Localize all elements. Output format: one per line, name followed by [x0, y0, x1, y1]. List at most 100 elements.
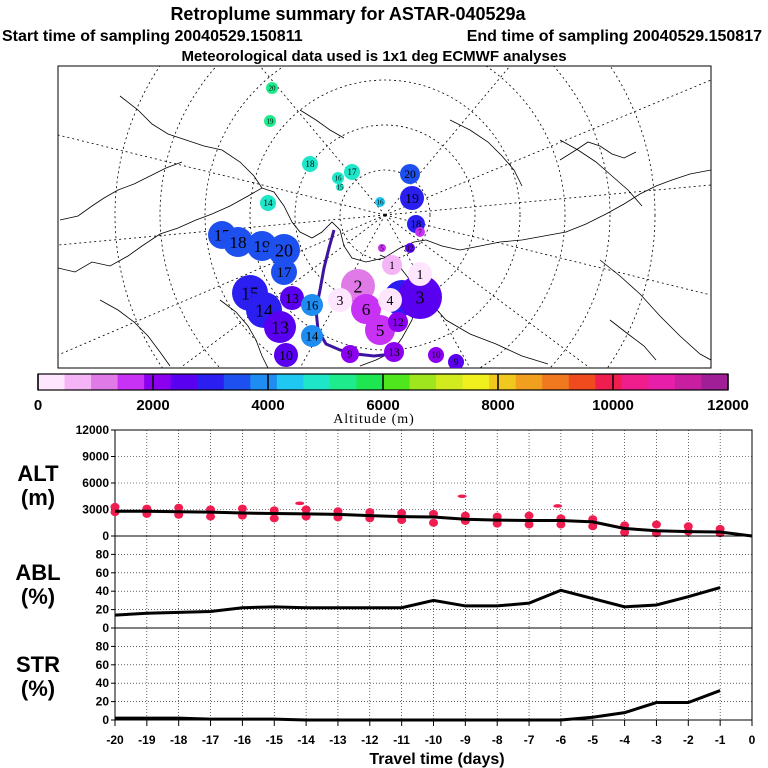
page-title: Retroplume summary for ASTAR-040529a [170, 4, 526, 24]
x-tick-label: -13 [329, 733, 347, 747]
x-tick-label: -2 [683, 733, 694, 747]
map-plume-circle [301, 325, 323, 347]
map-plume-circle [332, 172, 344, 184]
y-tick-label: 80 [96, 547, 110, 561]
y-tick-label: 40 [96, 676, 110, 690]
map-circle-label: 9 [454, 357, 459, 367]
x-tick-label: -9 [460, 733, 471, 747]
map-circle-label: 16 [377, 198, 385, 206]
colorbar-cell [276, 374, 304, 390]
colorbar-tick-label: 0 [34, 397, 42, 414]
map-circle-label: 12 [407, 244, 415, 252]
alt-scatter-point [397, 516, 407, 525]
map-circle-label: 6 [362, 300, 371, 319]
x-tick-label: -19 [138, 733, 156, 747]
alt-scatter-point [295, 501, 305, 506]
colorbar-cell [250, 374, 278, 390]
map-plume-circle [398, 275, 442, 319]
x-tick-label: -18 [170, 733, 188, 747]
panel-ylabel-unit: (m) [21, 485, 55, 510]
map-circle-label: 4 [387, 293, 394, 308]
map-plume-circle [328, 288, 352, 312]
colorbar-cell [648, 374, 676, 390]
map-circle-label: 16 [335, 174, 343, 182]
y-tick-label: 20 [96, 603, 110, 617]
map-plume-circle [341, 345, 359, 363]
colorbar-cell [38, 374, 66, 390]
colorbar-tick-label: 6000 [366, 397, 399, 414]
x-tick-label: -1 [715, 733, 726, 747]
map-plume-circle [400, 164, 420, 184]
map-plume-circle [428, 347, 444, 363]
map-plume-circle [378, 244, 386, 252]
x-tick-label: -16 [234, 733, 252, 747]
map-circle-label: 1 [417, 267, 424, 282]
colorbar-cell [356, 374, 384, 390]
x-tick-label: -17 [202, 733, 220, 747]
map-plume-circle [264, 115, 276, 127]
panel-ylabel-unit: (%) [21, 584, 55, 609]
map-circle-label: 17 [347, 167, 357, 177]
panel-alt: 0 3000 6000 9000 12000 ALT(m) [17, 423, 753, 543]
x-tick-label: -6 [556, 733, 567, 747]
map-circle-label: 13 [271, 317, 289, 337]
alt-scatter-point [556, 520, 566, 529]
x-axis-label: Travel time (days) [369, 751, 504, 768]
map-circle-label: 17 [277, 265, 292, 281]
y-tick-label: 60 [96, 566, 110, 580]
panel-str: 0 20 40 60 80 STR(%) [16, 627, 753, 727]
alt-scatter-point [524, 511, 534, 520]
map-circle-label: 20 [404, 169, 416, 181]
map-plume-circle [268, 234, 300, 266]
colorbar-cell [515, 374, 543, 390]
alt-scatter-point [269, 514, 279, 523]
map-plume-circle [260, 195, 276, 211]
map-plume-circle [266, 82, 278, 94]
map-circle-label: 13 [388, 347, 400, 359]
map-circle-label: 12 [392, 317, 404, 329]
colorbar-cell [383, 374, 411, 390]
x-tick-label: -12 [361, 733, 379, 747]
x-tick-label: 0 [749, 733, 756, 747]
colorbar-cell [436, 374, 464, 390]
map-circle-label: 5 [380, 244, 384, 252]
colorbar-cell [170, 374, 198, 390]
alt-scatter-point [206, 512, 216, 521]
alt-scatter-point [524, 520, 534, 529]
map-circle-label: 14 [255, 300, 273, 320]
y-tick-label: 80 [96, 639, 110, 653]
colorbar-cell [303, 374, 331, 390]
y-tick-label: 0 [102, 529, 109, 543]
map-circle-label: 15 [337, 183, 345, 191]
map-plume-circle [415, 227, 425, 237]
colorbar-cell [489, 374, 517, 390]
map-circle-label: 10 [431, 350, 441, 360]
alt-scatter-point [492, 519, 502, 528]
map-circle-label: 19 [253, 237, 270, 256]
alt-scatter-point [588, 522, 598, 531]
y-tick-label: 20 [96, 695, 110, 709]
map-plume-circle [365, 315, 395, 345]
x-tick-label: -4 [619, 733, 630, 747]
x-tick-label: -3 [651, 733, 662, 747]
colorbar-cell [117, 374, 145, 390]
colorbar-cell [542, 374, 570, 390]
colorbar-cell [674, 374, 702, 390]
map-plume-circle [408, 262, 432, 286]
map-circle-label: 14 [263, 198, 273, 208]
map-plume-circle [448, 354, 464, 368]
map-circle-label: 14 [306, 329, 319, 343]
map-plume-circle [336, 183, 344, 191]
panel-abl: 0 20 40 60 80 ABL(%) [15, 535, 753, 635]
colorbar-cell [144, 374, 172, 390]
y-tick-label: 12000 [76, 423, 110, 437]
y-tick-label: 0 [102, 713, 109, 727]
x-tick-label: -8 [492, 733, 503, 747]
y-tick-label: 60 [96, 658, 110, 672]
colorbar-cell [223, 374, 251, 390]
colorbar-tick-label: 8000 [481, 397, 514, 414]
alt-scatter-point [620, 528, 630, 537]
map-circle-label: 13 [285, 291, 299, 306]
x-tick-label: -7 [524, 733, 535, 747]
